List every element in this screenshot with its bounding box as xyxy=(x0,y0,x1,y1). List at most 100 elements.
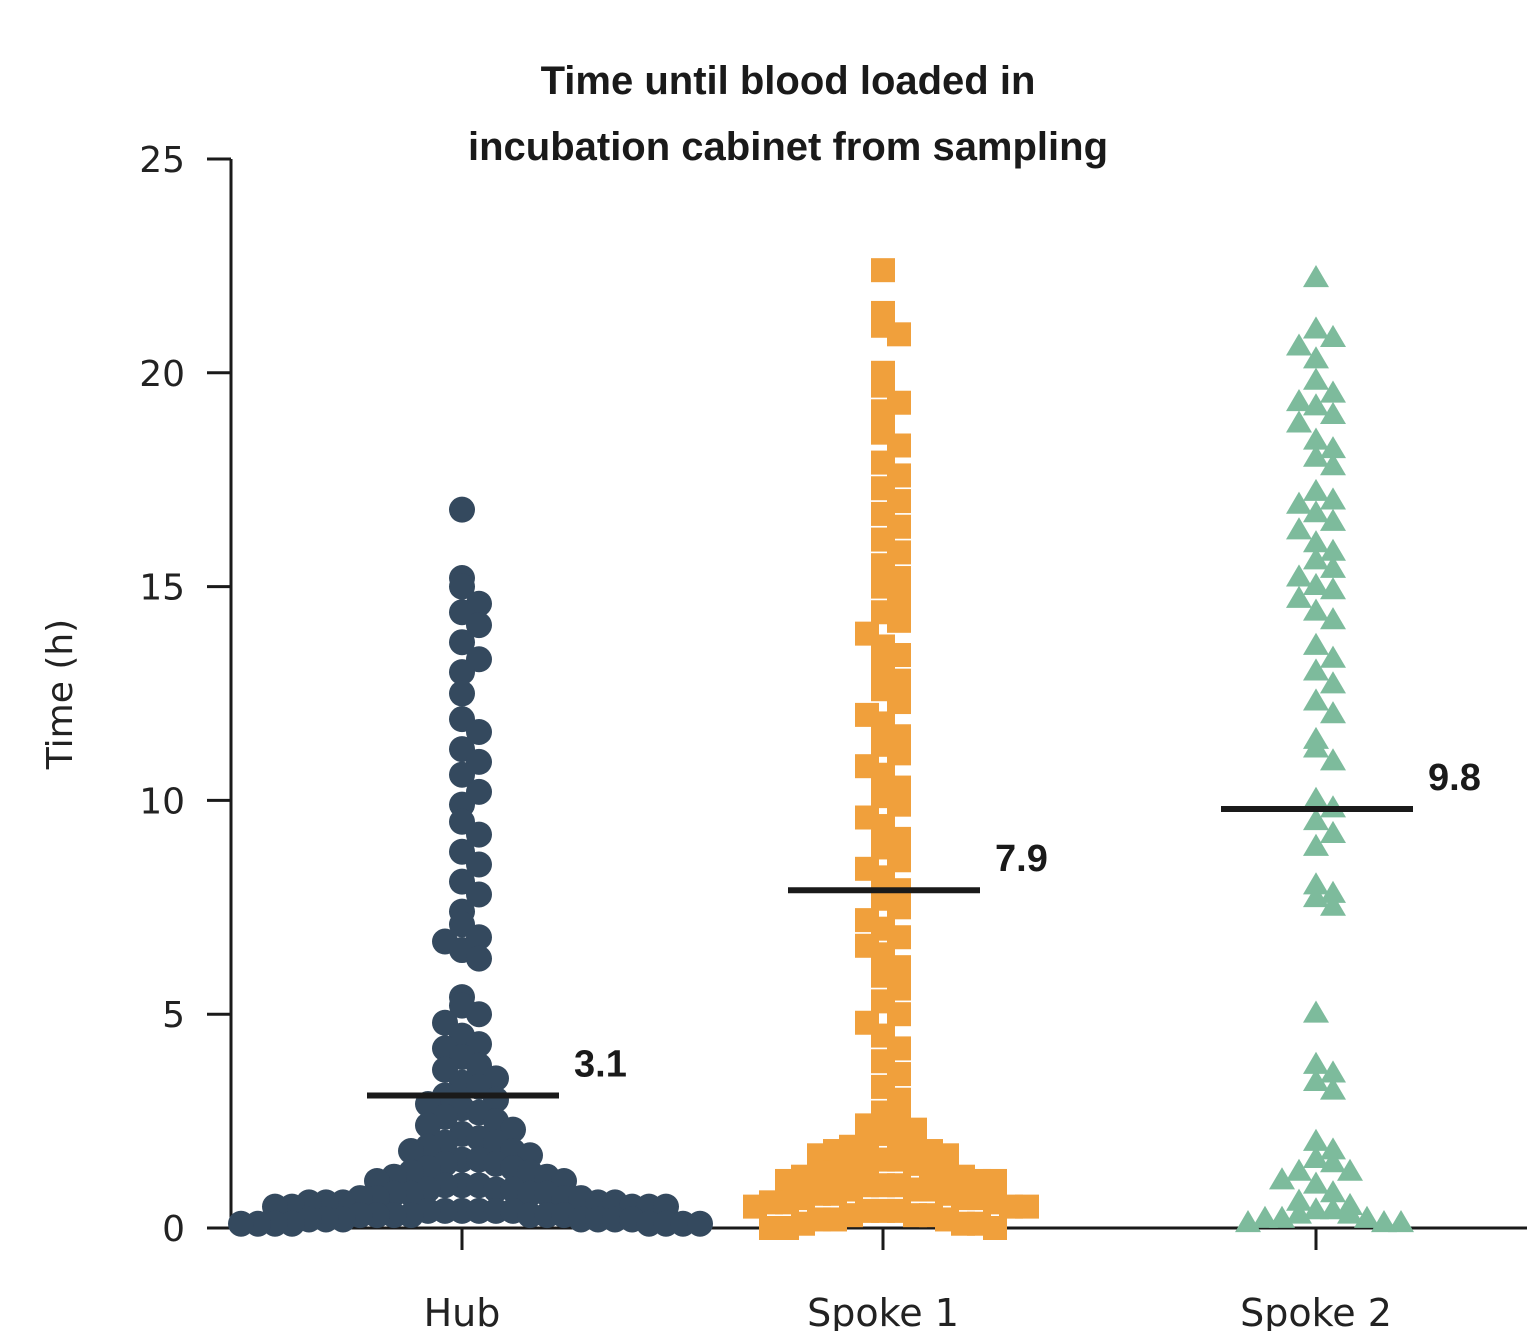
y-tick-label: 20 xyxy=(139,354,185,395)
data-point-hub xyxy=(449,761,475,788)
data-point-spoke-2 xyxy=(1320,748,1346,771)
data-point-spoke-2 xyxy=(1320,1150,1346,1173)
data-point-spoke-2 xyxy=(1303,1171,1329,1194)
data-point-spoke-2 xyxy=(1303,478,1329,501)
data-point-hub xyxy=(466,612,492,639)
data-point-spoke-1 xyxy=(887,690,911,715)
data-point-spoke-1 xyxy=(887,1002,911,1027)
data-point-spoke-2 xyxy=(1320,577,1346,600)
data-point-spoke-2 xyxy=(1286,389,1312,412)
data-point-spoke-2 xyxy=(1303,393,1329,416)
data-point-spoke-2 xyxy=(1320,607,1346,630)
data-point-spoke-1 xyxy=(887,792,911,817)
data-point-hub xyxy=(687,1210,713,1237)
y-tick-label: 5 xyxy=(162,995,185,1036)
data-point-spoke-2 xyxy=(1320,508,1346,531)
data-point-spoke-2 xyxy=(1303,735,1329,758)
data-point-hub xyxy=(449,659,475,686)
data-point-spoke-2 xyxy=(1320,880,1346,903)
data-point-hub xyxy=(449,573,475,600)
data-point-spoke-2 xyxy=(1303,1068,1329,1092)
x-tick-label: Spoke 1 xyxy=(807,1291,959,1331)
data-point-spoke-2 xyxy=(1303,808,1329,831)
data-point-spoke-2 xyxy=(1303,367,1329,390)
data-point-spoke-2 xyxy=(1320,436,1346,459)
mean-value-label: 7.9 xyxy=(995,838,1048,880)
data-point-spoke-1 xyxy=(983,1216,1007,1240)
data-point-hub xyxy=(466,851,492,878)
data-point-spoke-2 xyxy=(1320,401,1346,424)
data-point-spoke-2 xyxy=(1320,1077,1346,1100)
data-point-spoke-2 xyxy=(1303,530,1329,553)
data-point-spoke-2 xyxy=(1269,1205,1295,1228)
data-point-hub xyxy=(415,1112,441,1139)
data-point-spoke-2 xyxy=(1303,1051,1329,1074)
data-point-hub xyxy=(466,945,492,972)
data-point-spoke-2 xyxy=(1303,885,1329,908)
data-point-spoke-2 xyxy=(1286,410,1312,433)
data-point-hub xyxy=(449,496,475,523)
data-point-spoke-1 xyxy=(871,399,895,424)
data-point-spoke-2 xyxy=(1303,265,1329,288)
data-point-spoke-1 xyxy=(887,322,911,347)
data-point-spoke-2 xyxy=(1337,1201,1363,1224)
data-point-spoke-2 xyxy=(1320,555,1346,578)
mean-value-label: 3.1 xyxy=(574,1043,627,1085)
data-point-hub xyxy=(228,1210,254,1237)
data-point-spoke-2 xyxy=(1320,645,1346,668)
data-point-spoke-2 xyxy=(1320,487,1346,510)
data-point-spoke-2 xyxy=(1303,1000,1329,1023)
data-point-spoke-2 xyxy=(1371,1210,1397,1233)
data-point-spoke-2 xyxy=(1303,658,1329,681)
data-point-spoke-2 xyxy=(1286,564,1312,587)
data-point-spoke-2 xyxy=(1320,820,1346,844)
data-point-spoke-2 xyxy=(1320,701,1346,724)
data-point-spoke-2 xyxy=(1320,1060,1346,1083)
data-point-hub xyxy=(449,629,475,656)
data-point-spoke-2 xyxy=(1286,333,1312,356)
data-point-spoke-2 xyxy=(1303,500,1329,523)
data-point-spoke-2 xyxy=(1303,598,1329,621)
data-point-spoke-2 xyxy=(1303,547,1329,570)
data-point-spoke-1 xyxy=(887,895,911,920)
data-point-spoke-1 xyxy=(743,1194,767,1219)
data-point-spoke-2 xyxy=(1303,427,1329,450)
data-point-spoke-2 xyxy=(1286,1158,1312,1181)
x-tick-label: Hub xyxy=(424,1291,501,1331)
data-point-spoke-2 xyxy=(1303,1197,1329,1220)
data-point-spoke-2 xyxy=(1286,1188,1312,1211)
data-point-spoke-2 xyxy=(1303,346,1329,369)
data-point-spoke-1 xyxy=(759,1216,783,1240)
data-point-spoke-2 xyxy=(1320,538,1346,561)
data-point-spoke-2 xyxy=(1303,688,1329,711)
data-point-hub xyxy=(466,1001,492,1028)
data-point-spoke-2 xyxy=(1286,1201,1312,1224)
mean-value-label: 9.8 xyxy=(1428,757,1481,799)
data-point-spoke-2 xyxy=(1303,872,1329,895)
data-point-hub xyxy=(449,680,475,707)
y-tick-label: 25 xyxy=(139,140,185,181)
data-point-spoke-2 xyxy=(1303,833,1329,856)
data-point-spoke-1 xyxy=(887,608,911,633)
data-point-spoke-2 xyxy=(1320,324,1346,347)
data-point-spoke-2 xyxy=(1303,786,1329,809)
chart-title-line-2: incubation cabinet from sampling xyxy=(468,125,1108,169)
data-point-spoke-2 xyxy=(1388,1210,1414,1233)
data-point-spoke-2 xyxy=(1303,316,1329,339)
data-point-spoke-1 xyxy=(887,741,911,766)
data-point-spoke-2 xyxy=(1303,572,1329,595)
data-point-hub xyxy=(466,881,492,908)
data-point-hub xyxy=(398,1138,424,1165)
data-point-spoke-2 xyxy=(1337,1158,1363,1181)
chart-title-line-1: Time until blood loaded in xyxy=(541,59,1036,103)
data-point-spoke-2 xyxy=(1269,1167,1295,1190)
data-point-spoke-2 xyxy=(1286,517,1312,540)
plot-area: 0 5 10 15 20 25 Hub Spoke 1 Spoke 2 3.1 7.9 9.8 xyxy=(139,140,1527,1331)
data-point-spoke-2 xyxy=(1303,1145,1329,1168)
data-point-spoke-2 xyxy=(1303,632,1329,655)
data-point-hub xyxy=(466,821,492,848)
data-point-spoke-2 xyxy=(1303,1128,1329,1151)
data-point-hub xyxy=(466,718,492,745)
data-point-spoke-2 xyxy=(1320,893,1346,916)
data-point-spoke-2 xyxy=(1320,380,1346,403)
